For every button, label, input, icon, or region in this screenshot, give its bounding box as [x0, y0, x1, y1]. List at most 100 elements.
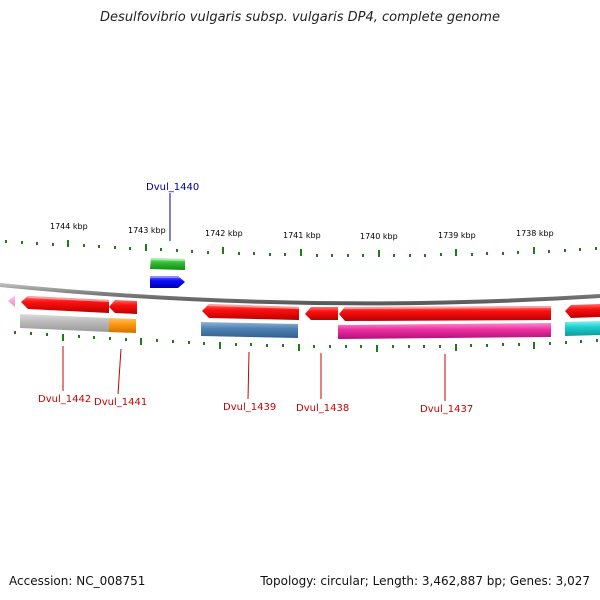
tick-minor — [52, 243, 54, 246]
gene-dvul-1437[interactable] — [338, 323, 551, 339]
tick-minor — [595, 247, 597, 250]
tick-minor — [392, 345, 394, 348]
tick-minor — [269, 253, 271, 256]
gene-feature-cyan[interactable] — [565, 321, 600, 336]
tick-major — [298, 344, 300, 351]
tick-major — [533, 342, 535, 349]
tick-minor — [440, 253, 442, 256]
tick-minor — [580, 340, 582, 343]
gene-feature-red-right[interactable] — [565, 304, 600, 318]
tick-minor — [549, 342, 551, 345]
genome-title: Desulfovibrio vulgaris subsp. vulgaris D… — [100, 10, 500, 25]
tick-minor — [93, 336, 95, 339]
gene-dvul-1442[interactable] — [20, 314, 109, 332]
tick-minor — [109, 337, 111, 340]
genome-backbone — [0, 283, 600, 306]
gene-label-dvul-1441[interactable]: Dvul_1441 — [94, 397, 147, 408]
tick-minor — [188, 341, 190, 344]
tick-minor — [439, 345, 441, 348]
tick-minor — [253, 252, 255, 255]
tick-minor — [235, 343, 237, 346]
tick-major — [145, 244, 147, 251]
leader-line-dvul-1439 — [247, 351, 250, 400]
tick-minor — [316, 254, 318, 257]
gene-label-dvul-1440[interactable]: Dvul_1440 — [146, 182, 199, 193]
tick-minor — [129, 247, 131, 250]
tick-minor — [36, 242, 38, 245]
gene-label-dvul-1442[interactable]: Dvul_1442 — [38, 394, 91, 405]
tick-major — [376, 345, 378, 352]
tick-minor — [98, 245, 100, 248]
gene-feature-pink[interactable] — [8, 295, 15, 307]
tick-major — [378, 250, 380, 257]
gene-label-dvul-1438[interactable]: Dvul_1438 — [296, 403, 349, 414]
tick-minor — [331, 254, 333, 257]
tick-label-1739: 1739 kbp — [438, 231, 476, 240]
accession-text: Accession: NC_008751 — [9, 574, 146, 588]
gene-label-dvul-1439[interactable]: Dvul_1439 — [223, 402, 276, 413]
gene-dvul-1438[interactable] — [305, 307, 338, 320]
tick-minor — [362, 254, 364, 257]
tick-label-1744: 1744 kbp — [50, 222, 88, 231]
tick-minor — [393, 254, 395, 257]
gene-dvul-1442-arrow[interactable] — [21, 296, 109, 313]
tick-minor — [172, 340, 174, 343]
tick-minor — [176, 249, 178, 252]
tick-major — [533, 247, 535, 254]
tick-minor — [284, 253, 286, 256]
tick-minor — [409, 254, 411, 257]
tick-minor — [345, 345, 347, 348]
tick-minor — [207, 251, 209, 254]
tick-minor — [191, 250, 193, 253]
tick-major — [455, 249, 457, 256]
tick-minor — [470, 344, 472, 347]
tick-minor — [423, 345, 425, 348]
tick-minor — [408, 345, 410, 348]
tick-major — [67, 240, 69, 247]
outer-tick-ring — [5, 240, 597, 257]
leader-line-dvul-1441 — [117, 348, 122, 395]
tick-minor — [83, 244, 85, 247]
tick-minor — [502, 252, 504, 255]
tick-label-1738: 1738 kbp — [516, 229, 554, 238]
tick-minor — [5, 240, 7, 243]
tick-minor — [30, 332, 32, 335]
tick-minor — [266, 344, 268, 347]
tick-minor — [46, 333, 48, 336]
tick-minor — [579, 248, 581, 251]
tick-minor — [160, 248, 162, 251]
tick-minor — [502, 343, 504, 346]
genome-summary-text: Topology: circular; Length: 3,462,887 bp… — [260, 574, 590, 588]
tick-minor — [78, 335, 80, 338]
tick-minor — [471, 253, 473, 256]
tick-minor — [156, 339, 158, 342]
tick-minor — [125, 338, 127, 341]
tick-major — [219, 342, 221, 349]
tick-label-1740: 1740 kbp — [360, 232, 398, 241]
gene-label-dvul-1437[interactable]: Dvul_1437 — [420, 404, 473, 415]
tick-minor — [518, 343, 520, 346]
gene-dvul-1441[interactable] — [109, 318, 136, 333]
tick-minor — [238, 252, 240, 255]
tick-label-1741: 1741 kbp — [283, 231, 321, 240]
tick-major — [455, 344, 457, 351]
gene-feature-green[interactable] — [150, 258, 185, 270]
gene-dvul-1441-arrow[interactable] — [109, 300, 137, 314]
tick-minor — [564, 249, 566, 252]
gene-dvul-1439[interactable] — [201, 322, 298, 338]
tick-minor — [596, 339, 598, 342]
inner-tick-ring — [14, 331, 598, 352]
tick-minor — [347, 254, 349, 257]
tick-label-1742: 1742 kbp — [205, 229, 243, 238]
gene-dvul-1437-arrow[interactable] — [339, 306, 551, 321]
tick-minor — [313, 345, 315, 348]
tick-minor — [486, 344, 488, 347]
gene-dvul-1439-arrow[interactable] — [202, 304, 299, 320]
tick-minor — [329, 345, 331, 348]
gene-dvul-1440[interactable] — [150, 276, 185, 288]
tick-major — [140, 338, 142, 345]
tick-minor — [282, 344, 284, 347]
tick-minor — [548, 250, 550, 253]
tick-minor — [517, 251, 519, 254]
